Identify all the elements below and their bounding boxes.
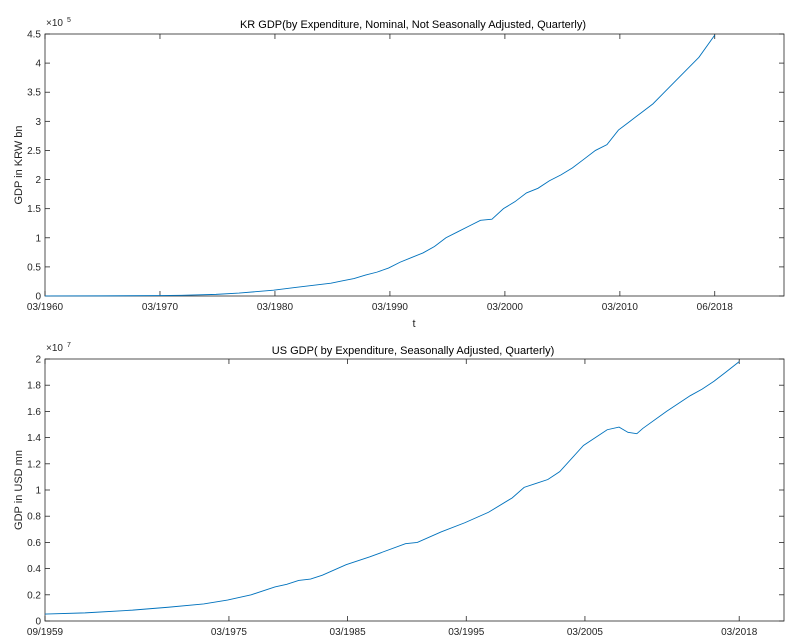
y-tick-label: 2: [35, 355, 41, 366]
y-tick-label: 0.2: [27, 590, 41, 601]
x-tick-label: 06/2018: [697, 302, 734, 313]
plot-area: [44, 33, 785, 297]
x-tick-label: 03/1960: [27, 302, 64, 313]
x-tick-label: 03/2005: [567, 627, 604, 638]
x-tick-label: 03/2018: [721, 627, 758, 638]
y-tick-label: 2.5: [27, 146, 41, 157]
y-tick-label: 0.4: [27, 564, 41, 575]
y-tick-label: 3.5: [27, 88, 41, 99]
x-tick-label: 03/2000: [487, 302, 524, 313]
y-axis: 0 0.2 0.4 0.6 0.8 1 1.2 1.4 1.6 1.8 2: [27, 355, 784, 628]
y-tick-label: 1.5: [27, 204, 41, 215]
chart-title: US GDP( by Expenditure, Seasonally Adjus…: [272, 345, 554, 357]
y-tick-label: 4: [35, 59, 41, 70]
y-tick-label: 2: [35, 175, 41, 186]
x-tick-label: 03/2010: [602, 302, 639, 313]
y-tick-label: 1.4: [27, 433, 41, 444]
y-tick-label: 1: [35, 233, 41, 244]
y-tick-label: 0.6: [27, 538, 41, 549]
x-tick-label: 03/1985: [330, 627, 367, 638]
us-gdp-line: [44, 361, 740, 615]
y-tick-label: 0.5: [27, 262, 41, 273]
chart-title: KR GDP(by Expenditure, Nominal, Not Seas…: [240, 19, 586, 31]
y-tick-label: 1.2: [27, 459, 41, 470]
x-tick-label: 03/1970: [142, 302, 179, 313]
y-tick-label: 0: [35, 292, 41, 303]
kr-gdp-chart: KR GDP(by Expenditure, Nominal, Not Seas…: [13, 13, 785, 330]
y-tick-label: 0.8: [27, 512, 41, 523]
x-tick-label: 03/1990: [372, 302, 409, 313]
x-tick-label: 09/1959: [27, 627, 64, 638]
us-gdp-chart: US GDP( by Expenditure, Seasonally Adjus…: [13, 338, 785, 644]
y-tick-label: 0: [35, 617, 41, 628]
kr-gdp-line: [44, 34, 716, 297]
exponent-base: ×10: [46, 18, 63, 29]
y-tick-label: 4.5: [27, 30, 41, 41]
y-axis-exponent: ×10 7: [46, 338, 71, 355]
y-axis-label: GDP in KRW bn: [13, 125, 25, 204]
y-tick-label: 1.8: [27, 381, 41, 392]
y-tick-label: 1.6: [27, 407, 41, 418]
x-tick-label: 03/1995: [448, 627, 485, 638]
y-tick-label: 1: [35, 486, 41, 497]
y-axis-label: GDP in USD mn: [13, 450, 25, 530]
x-axis-label: t: [412, 318, 415, 330]
exponent-power: 5: [67, 17, 71, 24]
x-axis: 03/1960 03/1970 03/1980 03/1990 03/2000 03/20…: [27, 34, 733, 313]
x-tick-label: 03/1980: [257, 302, 294, 313]
y-axis-exponent: ×10 5: [46, 13, 71, 30]
exponent-base: ×10: [46, 343, 63, 354]
exponent-power: 7: [67, 342, 71, 349]
x-tick-label: 03/1975: [211, 627, 248, 638]
y-axis: 0 0.5 1 1.5 2 2.5 3 3.5 4 4.5: [27, 30, 784, 303]
plot-area: [44, 358, 785, 622]
x-axis: 09/1959 03/1975 03/1985 03/1995 03/2005 03/20…: [27, 359, 758, 638]
y-tick-label: 3: [35, 117, 41, 128]
